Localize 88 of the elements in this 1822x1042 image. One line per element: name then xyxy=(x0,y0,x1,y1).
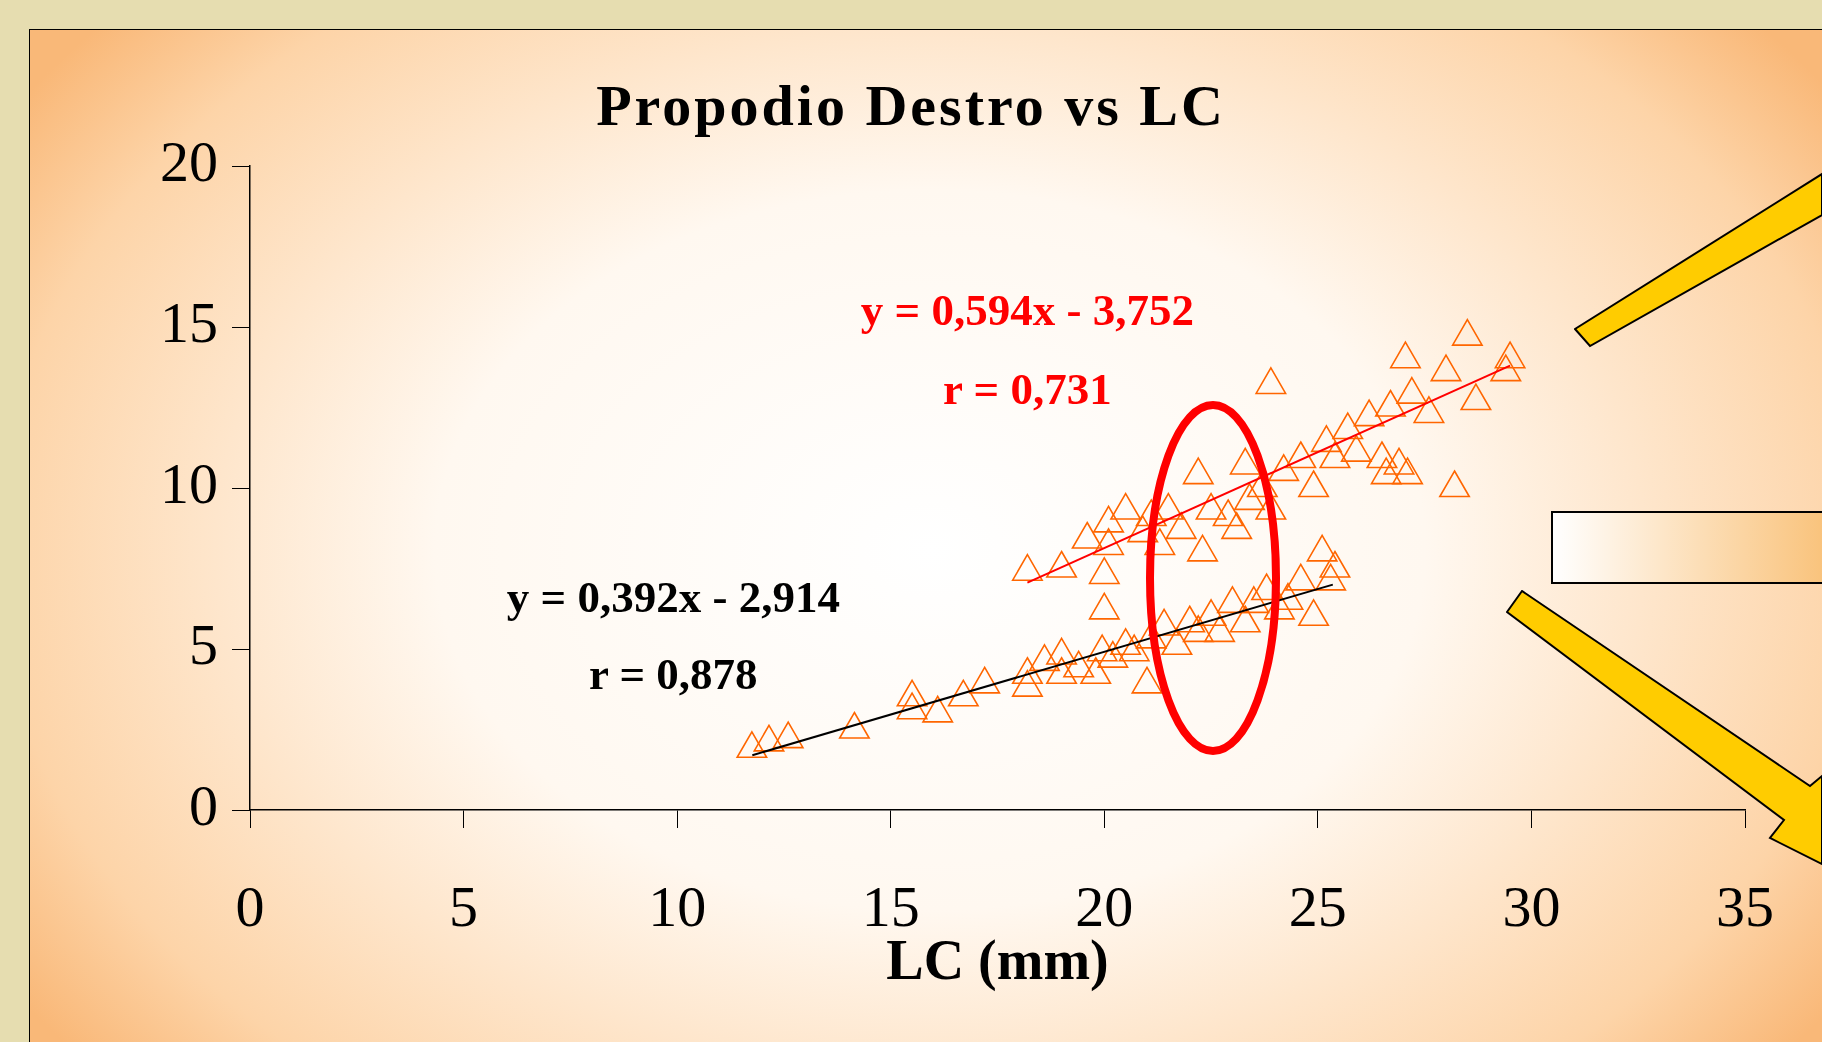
point xyxy=(1238,586,1270,614)
point xyxy=(1088,592,1120,620)
point xyxy=(1011,669,1043,697)
point xyxy=(838,711,870,739)
point xyxy=(896,692,928,720)
annotation: r = 0,878 xyxy=(589,648,758,699)
point xyxy=(1255,367,1287,395)
point xyxy=(1093,528,1125,556)
point xyxy=(1353,399,1385,427)
point xyxy=(1046,550,1078,578)
point xyxy=(1233,483,1266,511)
point xyxy=(753,724,785,752)
x-tick-label: 25 xyxy=(1288,874,1347,940)
point xyxy=(1011,656,1043,685)
point xyxy=(1268,454,1300,482)
point xyxy=(1080,656,1112,685)
point xyxy=(1383,447,1415,475)
point xyxy=(1298,599,1330,627)
point xyxy=(1118,634,1150,662)
point xyxy=(1374,389,1406,417)
y-tick-label: 20 xyxy=(160,129,218,195)
x-tick-label: 0 xyxy=(235,874,265,940)
point xyxy=(1460,383,1492,411)
y-tick-label: 15 xyxy=(160,290,218,356)
annotation: y = 0,392x - 2,914 xyxy=(506,571,840,622)
y-tick-label: 0 xyxy=(189,773,218,839)
point xyxy=(1131,666,1163,694)
point xyxy=(1370,457,1402,485)
point xyxy=(1439,470,1471,498)
point xyxy=(1011,553,1043,582)
point xyxy=(1046,637,1078,665)
point xyxy=(969,666,1001,694)
point xyxy=(1285,563,1317,591)
x-tick-label: 10 xyxy=(648,874,707,940)
point xyxy=(1086,634,1118,662)
y-tick-label: 10 xyxy=(160,451,218,517)
point xyxy=(1315,563,1347,591)
point xyxy=(1451,318,1483,346)
point xyxy=(1389,341,1421,369)
y-tick-label: 5 xyxy=(189,612,218,678)
point xyxy=(1310,425,1342,453)
point xyxy=(1340,434,1372,462)
point xyxy=(1204,615,1236,643)
point xyxy=(736,731,768,759)
point xyxy=(1229,605,1261,633)
point xyxy=(1110,492,1142,520)
point xyxy=(1430,354,1462,382)
point xyxy=(1221,512,1253,540)
point xyxy=(947,679,979,707)
point xyxy=(1396,376,1428,404)
annotation: r = 0,731 xyxy=(943,364,1112,415)
point xyxy=(1319,441,1351,469)
point xyxy=(1046,656,1078,685)
point xyxy=(1187,534,1219,562)
point xyxy=(1195,492,1227,520)
point xyxy=(1413,396,1445,424)
point xyxy=(896,679,928,707)
point xyxy=(1392,457,1424,485)
point xyxy=(922,695,954,723)
point xyxy=(1285,441,1317,469)
point xyxy=(1332,412,1364,440)
point xyxy=(1494,341,1526,369)
point xyxy=(1366,441,1398,469)
annotation: y = 0,594x - 3,752 xyxy=(860,285,1194,336)
point xyxy=(1490,354,1522,382)
point xyxy=(1319,550,1351,578)
point xyxy=(1182,457,1214,485)
point xyxy=(1174,605,1206,633)
point xyxy=(1071,521,1103,549)
x-tick-label: 30 xyxy=(1502,874,1561,940)
x-tick-label: 5 xyxy=(449,874,479,940)
point xyxy=(1195,599,1227,627)
point xyxy=(1165,512,1197,540)
point xyxy=(1028,644,1061,672)
point xyxy=(1306,534,1338,562)
point xyxy=(772,721,804,749)
point xyxy=(1097,640,1129,668)
point xyxy=(1216,586,1248,614)
point xyxy=(1212,499,1244,527)
point xyxy=(1298,470,1330,498)
point xyxy=(1063,650,1095,678)
point xyxy=(1088,557,1120,585)
point xyxy=(1093,505,1125,533)
chart-title: Propodio Destro vs LC xyxy=(596,73,1226,138)
point xyxy=(1229,447,1261,475)
point xyxy=(1182,615,1214,643)
x-tick-label: 35 xyxy=(1716,874,1774,940)
point xyxy=(1110,627,1142,656)
